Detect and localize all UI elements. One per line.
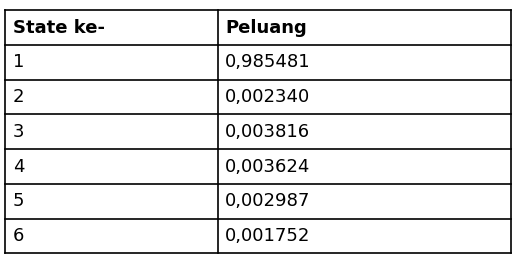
- Text: 2: 2: [13, 88, 24, 106]
- Text: 6: 6: [13, 227, 24, 245]
- Text: 0,003624: 0,003624: [225, 158, 311, 176]
- Text: 0,003816: 0,003816: [225, 123, 311, 141]
- Text: 0,001752: 0,001752: [225, 227, 311, 245]
- Text: 1: 1: [13, 53, 24, 71]
- Text: 5: 5: [13, 192, 24, 210]
- Text: 0,985481: 0,985481: [225, 53, 311, 71]
- Text: State ke-: State ke-: [13, 19, 105, 37]
- Text: 3: 3: [13, 123, 24, 141]
- Text: 0,002340: 0,002340: [225, 88, 311, 106]
- Text: 0,002987: 0,002987: [225, 192, 311, 210]
- Text: 4: 4: [13, 158, 24, 176]
- Text: Peluang: Peluang: [225, 19, 307, 37]
